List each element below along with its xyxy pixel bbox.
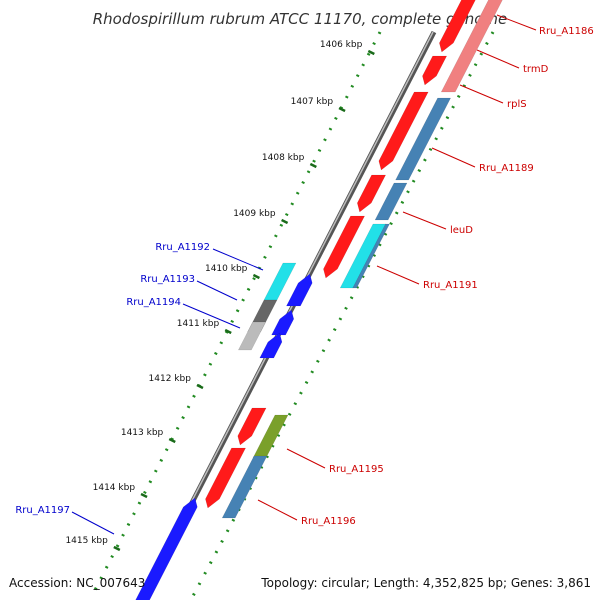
kbp-tick-label: 1406 kbp: [320, 40, 363, 50]
kbp-tick-mark: [252, 273, 260, 280]
leader-line: [431, 147, 476, 168]
gene-rru-a1193-up[interactable]: [286, 273, 313, 307]
leader-line: [71, 511, 115, 535]
leader-line: [257, 499, 298, 521]
gene-rru-a1191[interactable]: [323, 215, 366, 279]
leader-line: [402, 211, 447, 230]
gene-rru-a1194-up2[interactable]: [259, 332, 283, 359]
gene-label-rru_a1195[interactable]: Rru_A1195: [329, 464, 384, 475]
gene-rru-a1191-blast[interactable]: [352, 223, 390, 289]
kbp-tick-label: 1412 kbp: [149, 374, 192, 384]
gene-label-rru_a1194[interactable]: Rru_A1194: [126, 297, 181, 308]
leader-line: [182, 303, 241, 329]
gene-rru-a1194[interactable]: [237, 321, 267, 351]
gene-labels: Rru_A1186 trmD rplS Rru_A1189 leuD Rru_A1191 R…: [15, 14, 594, 535]
gene-rru-a1189-blast[interactable]: [395, 97, 452, 181]
kbp-tick-mark: [338, 106, 346, 113]
gene-rplsr[interactable]: [378, 91, 429, 171]
gene-rru-a1194-up[interactable]: [271, 309, 295, 336]
kbp-tick-label: 1410 kbp: [205, 264, 248, 274]
gene-ru-a1186[interactable]: [439, 0, 478, 53]
accession-text: Accession: NC_007643: [9, 576, 145, 590]
gene-label-rru_a1197[interactable]: Rru_A1197: [15, 505, 70, 516]
kbp-tick-mark: [224, 328, 232, 335]
gene-label-ru_a1186[interactable]: Rru_A1186: [539, 26, 594, 37]
kbp-tick-mark: [196, 383, 204, 390]
leader-line: [212, 248, 264, 271]
leader-line: [476, 49, 520, 69]
leader-line: [496, 14, 537, 31]
kbp-tick-mark: [140, 492, 148, 499]
leader-line: [376, 265, 420, 285]
topology-text: Topology: circular; Length: 4,352,825 bp…: [260, 576, 591, 590]
gene-rru-a1195[interactable]: [237, 407, 267, 446]
kbp-tick-label: 1415 kbp: [65, 536, 108, 546]
kbp-tick-mark: [281, 218, 289, 225]
leader-line: [286, 448, 326, 469]
kbp-tick-mark: [367, 49, 375, 56]
gene-leud[interactable]: [357, 174, 387, 213]
map-title: Rhodospirillum rubrum ATCC 11170, comple…: [93, 10, 508, 28]
gene-leud-blast[interactable]: [374, 182, 408, 221]
kbp-ticks: 1406 kbp 1407 kbp 1408 kbp 1409 kbp 1410 kbp…: [65, 40, 375, 552]
kbp-tick-label: 1409 kbp: [233, 209, 276, 219]
gene-label-rru_a1192[interactable]: Rru_A1192: [155, 242, 210, 253]
kbp-tick-label: 1411 kbp: [177, 319, 220, 329]
gene-features: [130, 0, 505, 600]
gene-label-rru_a1189[interactable]: Rru_A1189: [479, 163, 534, 174]
leader-line: [459, 84, 504, 104]
gene-label-trmd[interactable]: trmD: [523, 64, 549, 75]
gene-trmd[interactable]: [422, 55, 448, 86]
gene-label-rpls[interactable]: rplS: [507, 99, 527, 110]
kbp-tick-label: 1407 kbp: [291, 97, 334, 107]
kbp-tick-label: 1414 kbp: [93, 483, 136, 493]
gene-label-rru_a1191[interactable]: Rru_A1191: [423, 280, 478, 291]
gene-ru-a1186-pink[interactable]: [440, 0, 505, 93]
gene-label-leud[interactable]: leuD: [450, 225, 473, 236]
gene-label-rru_a1193[interactable]: Rru_A1193: [140, 274, 195, 285]
kbp-tick-mark: [168, 437, 176, 444]
kbp-tick-label: 1413 kbp: [121, 428, 164, 438]
kbp-tick-label: 1408 kbp: [262, 153, 305, 163]
gene-rru-a1196-blast[interactable]: [221, 455, 268, 519]
gene-rru-a1192[interactable]: [263, 262, 297, 301]
gene-rru-a1196[interactable]: [205, 447, 247, 509]
leader-line: [196, 280, 238, 301]
gene-rru-a1197[interactable]: [130, 497, 198, 600]
kbp-tick-mark: [113, 545, 121, 552]
gene-label-rru_a1196[interactable]: Rru_A1196: [301, 516, 356, 527]
kbp-tick-mark: [309, 162, 317, 169]
